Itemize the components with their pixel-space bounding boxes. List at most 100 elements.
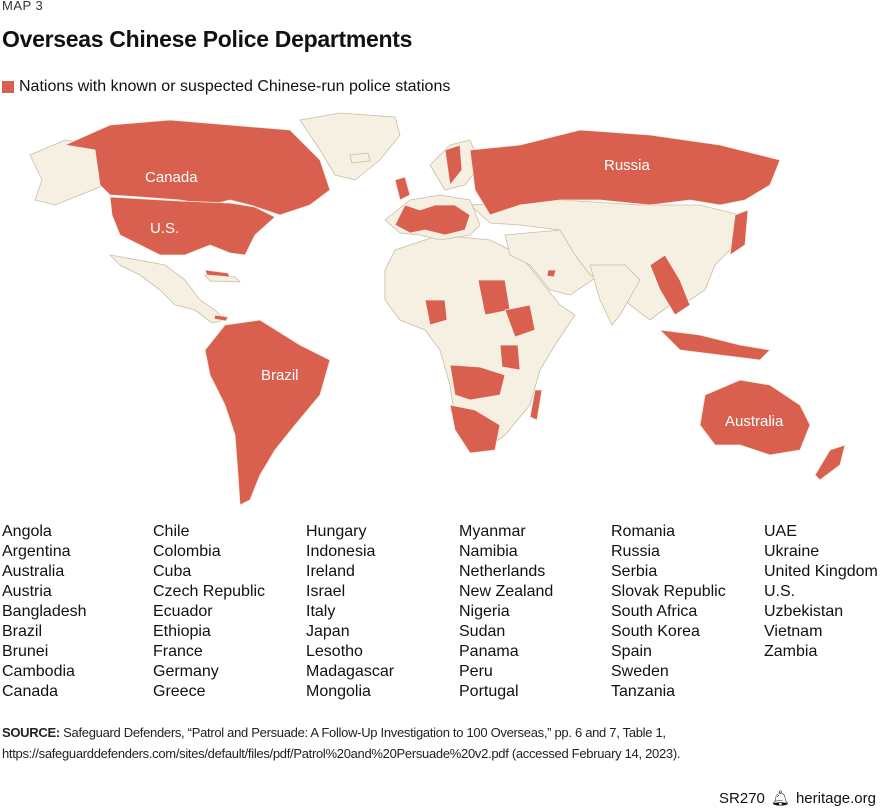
- source-text: Safeguard Defenders, “Patrol and Persuad…: [63, 725, 666, 740]
- country-column: Hungary Indonesia Ireland Israel Italy Japan L…: [306, 522, 394, 702]
- canada: [63, 119, 331, 216]
- country-item: Cuba: [153, 563, 192, 580]
- legend-swatch: [2, 81, 14, 93]
- country-item: Sudan: [459, 623, 506, 640]
- country-item: Sweden: [611, 663, 669, 680]
- highlighted-nations: [63, 119, 846, 506]
- country-item: Australia: [2, 563, 65, 580]
- cuba: [204, 269, 231, 278]
- country-item: Greece: [153, 683, 206, 700]
- map-label-russia: Russia: [604, 157, 651, 174]
- bell-icon: 🔔︎: [770, 790, 790, 807]
- country-column: Angola Argentina Australia Austria Banglades…: [2, 522, 87, 702]
- russia: [469, 129, 781, 216]
- country-item: Brazil: [2, 623, 43, 640]
- panama: [213, 314, 229, 322]
- country-item: Lesotho: [306, 643, 363, 660]
- sweden: [444, 144, 463, 186]
- country-item: Ecuador: [153, 603, 213, 620]
- namibia-south-africa: [449, 404, 501, 454]
- legend: Nations with known or suspected Chinese-…: [2, 78, 450, 96]
- country-item: United Kingdom: [764, 563, 878, 580]
- country-item: Peru: [459, 663, 493, 680]
- country-item: Chile: [153, 523, 190, 540]
- country-item: Panama: [459, 643, 519, 660]
- country-item: South Africa: [611, 603, 698, 620]
- country-item: Argentina: [2, 543, 71, 560]
- iceland: [349, 152, 371, 164]
- country-item: Germany: [153, 663, 219, 680]
- country-item: Netherlands: [459, 563, 546, 580]
- greenland: [299, 112, 401, 181]
- country-column: Romania Russia Serbia Slovak Republic South …: [611, 522, 726, 702]
- country-item: U.S.: [764, 583, 796, 600]
- country-item: Uzbekistan: [764, 603, 844, 620]
- country-item: Israel: [306, 583, 346, 600]
- country-item: Hungary: [306, 523, 367, 540]
- uae: [546, 269, 557, 278]
- mexico-central-america: [108, 254, 226, 324]
- country-item: Ireland: [306, 563, 355, 580]
- country-item: Indonesia: [306, 543, 376, 560]
- madagascar: [529, 389, 543, 421]
- australia: [699, 379, 811, 456]
- country-item: New Zealand: [459, 583, 554, 600]
- source-label: SOURCE:: [2, 725, 60, 740]
- country-item: Bangladesh: [2, 603, 87, 620]
- country-column: UAE Ukraine United Kingdom U.S. Uzbekistan Vi…: [764, 522, 878, 662]
- world-map: Canada U.S. Russia Brazil Australia: [29, 112, 846, 506]
- india: [589, 264, 641, 326]
- new-zealand: [814, 444, 846, 481]
- page-title: Overseas Chinese Police Departments: [2, 26, 413, 52]
- report-code: SR270: [719, 789, 765, 807]
- country-item: Italy: [306, 603, 336, 620]
- country-item: Japan: [306, 623, 350, 640]
- country-item: Zambia: [764, 643, 818, 660]
- myanmar-vietnam: [649, 254, 691, 316]
- map-label-australia: Australia: [725, 413, 784, 430]
- country-item: Ukraine: [764, 543, 820, 560]
- footer: SR270 🔔︎ heritage.org: [719, 789, 876, 808]
- country-item: Russia: [611, 543, 660, 560]
- country-item: Myanmar: [459, 523, 526, 540]
- country-item: Tanzania: [611, 683, 676, 700]
- country-item: South Korea: [611, 623, 700, 640]
- country-item: Spain: [611, 643, 652, 660]
- site-name: heritage.org: [795, 789, 876, 807]
- nigeria: [424, 299, 448, 326]
- country-item: Mongolia: [306, 683, 371, 700]
- tanzania: [499, 344, 521, 371]
- indonesia: [658, 329, 771, 361]
- country-item: Colombia: [153, 543, 221, 560]
- europe-nations: [394, 204, 471, 236]
- country-item: Vietnam: [764, 623, 823, 640]
- map-label-us: U.S.: [150, 220, 179, 237]
- country-item: Romania: [611, 523, 676, 540]
- map-label-brazil: Brazil: [261, 367, 299, 384]
- country-item: UAE: [764, 523, 797, 540]
- source-url: https://safeguarddefenders.com/sites/def…: [2, 746, 681, 761]
- country-item: Slovak Republic: [611, 583, 726, 600]
- uk-ireland: [394, 176, 411, 201]
- us: [109, 196, 276, 256]
- country-item: Serbia: [611, 563, 658, 580]
- country-item: Cambodia: [2, 663, 75, 680]
- country-item: Canada: [2, 683, 59, 700]
- country-item: Angola: [2, 523, 52, 540]
- country-column: Chile Colombia Cuba Czech Republic Ecuador Et…: [153, 522, 265, 702]
- legend-label: Nations with known or suspected Chinese-…: [19, 78, 451, 95]
- south-america: [204, 319, 331, 506]
- country-item: Austria: [2, 583, 52, 600]
- country-item: Brunei: [2, 643, 49, 660]
- source-note: SOURCE: Safeguard Defenders, “Patrol and…: [2, 722, 680, 764]
- japan-korea: [729, 209, 749, 256]
- country-item: Madagascar: [306, 663, 395, 680]
- country-item: Nigeria: [459, 603, 510, 620]
- ethiopia: [504, 304, 536, 338]
- country-item: Portugal: [459, 683, 519, 700]
- country-item: Ethiopia: [153, 623, 211, 640]
- country-column: Myanmar Namibia Netherlands New Zealand Nige…: [459, 522, 553, 702]
- country-item: Namibia: [459, 543, 518, 560]
- angola-zambia: [449, 364, 506, 401]
